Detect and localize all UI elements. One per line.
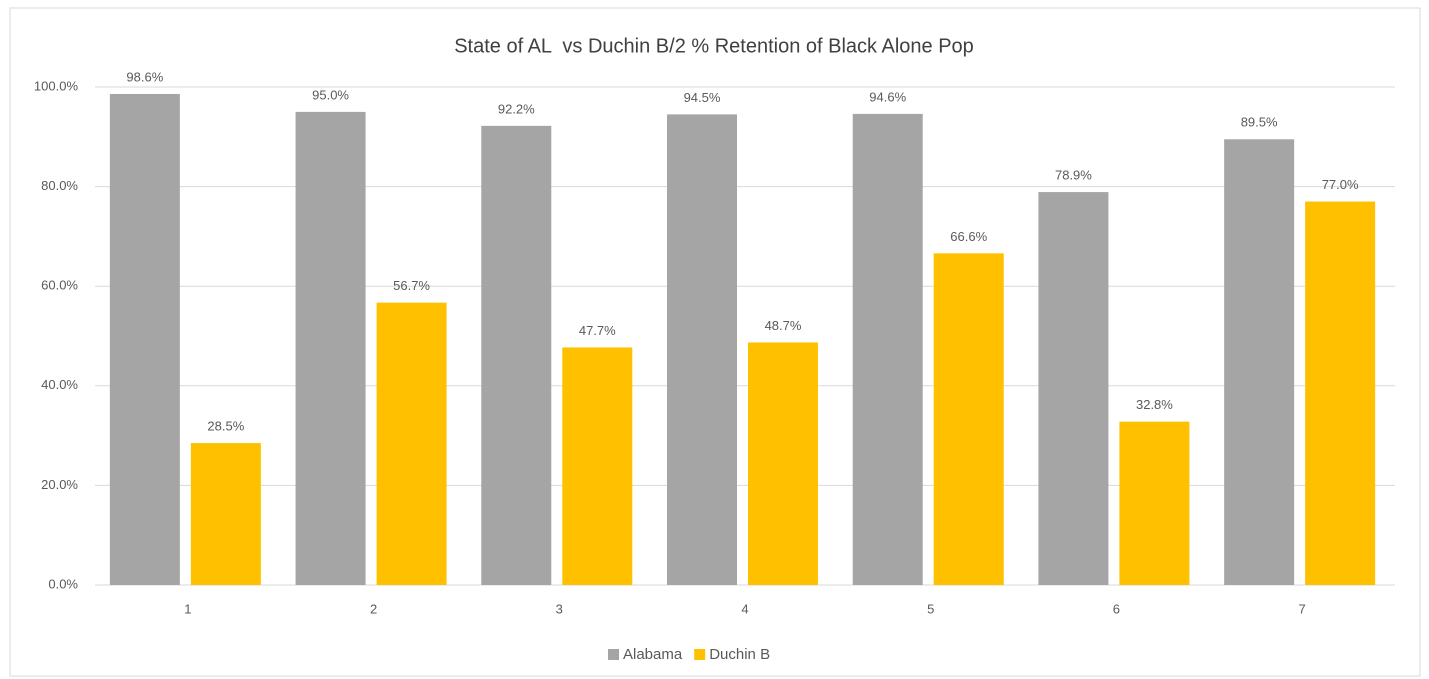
value-label: 95.0% (312, 87, 349, 102)
legend-label: Alabama (623, 646, 683, 663)
x-tick-label: 7 (1299, 601, 1306, 616)
x-tick-label: 2 (370, 601, 377, 616)
value-label: 94.6% (869, 89, 906, 104)
x-tick-label: 3 (556, 601, 563, 616)
x-tick-label: 4 (741, 601, 748, 616)
y-tick-label: 20.0% (41, 477, 78, 492)
bar (481, 125, 552, 586)
value-label: 94.5% (684, 90, 721, 105)
bar (852, 113, 923, 585)
bar (667, 114, 737, 585)
legend-swatch (608, 649, 619, 660)
bar (109, 93, 180, 586)
bar (376, 302, 447, 585)
y-tick-label: 40.0% (41, 377, 78, 392)
value-label: 56.7% (393, 278, 430, 293)
legend-label: Duchin B (709, 646, 770, 663)
y-tick-label: 0.0% (48, 576, 78, 591)
bar (748, 342, 818, 585)
x-tick-label: 1 (184, 601, 191, 616)
value-label: 66.6% (950, 229, 987, 244)
value-label: 28.5% (207, 419, 244, 434)
bar (190, 443, 261, 585)
value-label: 48.7% (765, 318, 802, 333)
bar (1224, 139, 1295, 586)
bar (1038, 192, 1109, 585)
value-label: 32.8% (1136, 397, 1173, 412)
bar (1119, 421, 1190, 585)
value-label: 78.9% (1055, 168, 1092, 183)
bar (295, 111, 366, 586)
value-label: 92.2% (498, 101, 535, 116)
chart-title: State of AL vs Duchin B/2 % Retention of… (454, 35, 974, 57)
bar (933, 253, 1004, 585)
bar (1305, 201, 1376, 586)
value-label: 47.7% (579, 323, 616, 338)
x-tick-label: 5 (927, 601, 934, 616)
value-label: 98.6% (126, 69, 163, 84)
y-tick-label: 100.0% (34, 78, 79, 93)
value-label: 77.0% (1322, 177, 1359, 192)
x-tick-label: 6 (1113, 601, 1120, 616)
y-tick-label: 60.0% (41, 278, 78, 293)
y-tick-label: 80.0% (41, 178, 78, 193)
legend-swatch (694, 649, 706, 660)
value-label: 89.5% (1241, 115, 1278, 130)
bar (562, 347, 633, 585)
